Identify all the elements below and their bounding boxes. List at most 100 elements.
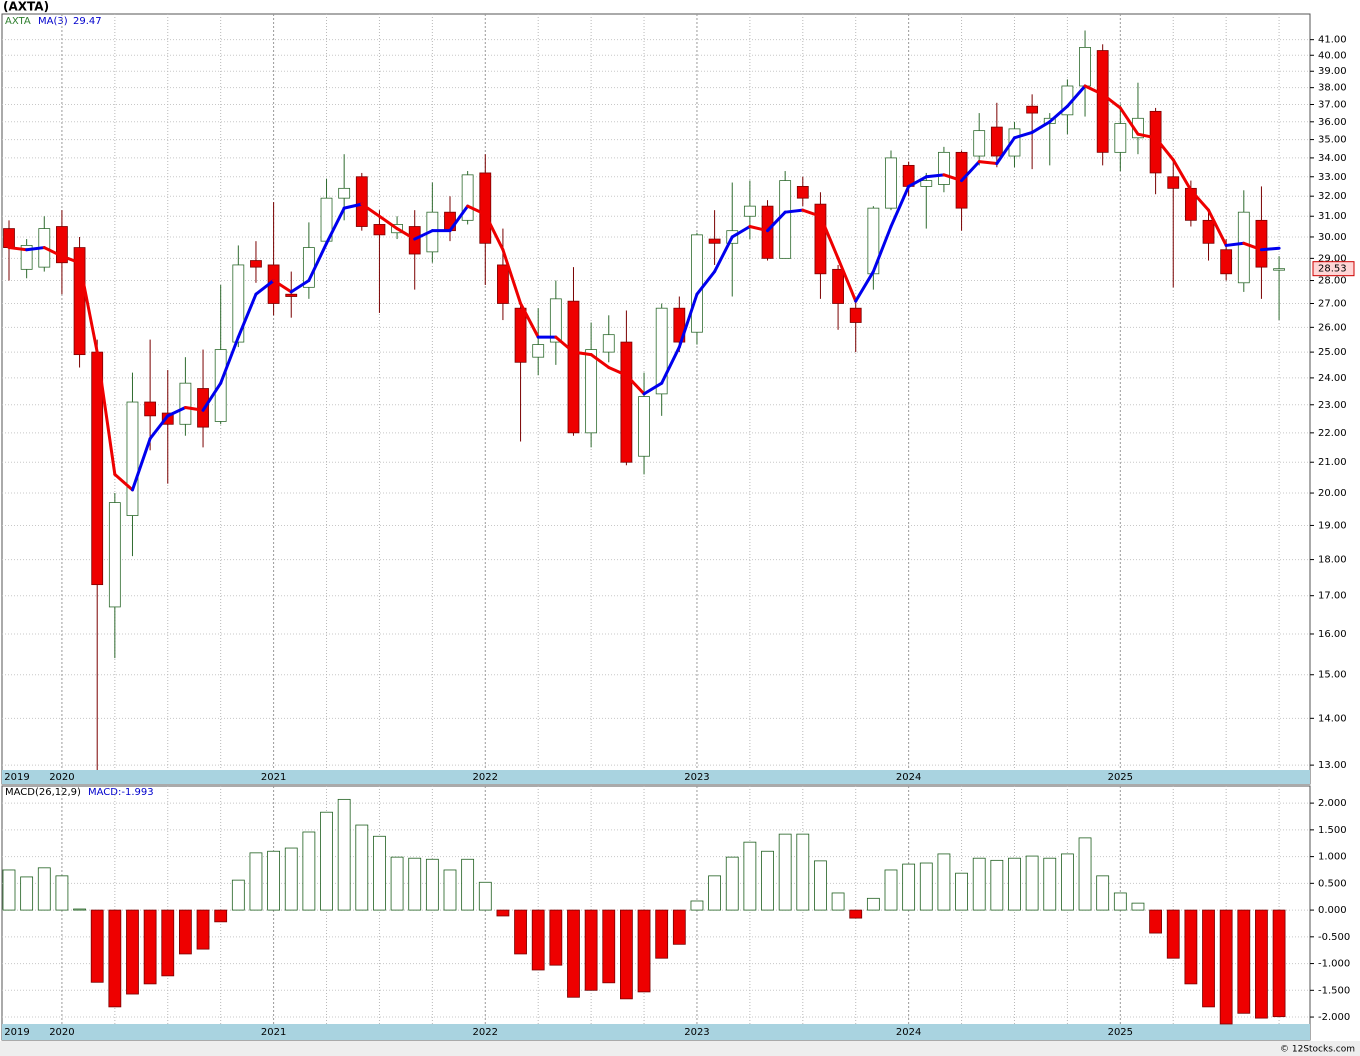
candle-body (990, 126, 1003, 157)
macd-bar (602, 909, 616, 984)
macd-bar (937, 853, 951, 911)
candle-body (373, 224, 386, 236)
candle-body (108, 502, 121, 608)
macd-bar (1025, 855, 1039, 911)
y-tick-label: 24.00 (1318, 373, 1347, 384)
ma-line-segment (1136, 132, 1158, 140)
ma-line-segment (78, 261, 99, 354)
candle-body (1273, 268, 1285, 271)
y-tick-label: 0.500 (1318, 878, 1347, 889)
x-tick-label: 2024 (896, 772, 921, 783)
date-band (2, 770, 1310, 784)
chart-title: (AXTA) (3, 0, 49, 14)
ma-line-segment (660, 345, 681, 385)
candle-body (761, 205, 774, 259)
macd-bar (655, 909, 669, 959)
ma-line-segment (60, 254, 82, 265)
candle-body (938, 151, 950, 185)
macd-bar (637, 909, 651, 993)
ma-line-segment (801, 208, 822, 218)
macd-bar (1219, 909, 1233, 1025)
candle-body (1255, 219, 1268, 268)
y-tick-label: 22.00 (1318, 428, 1347, 439)
y-tick-label: 32.00 (1318, 191, 1347, 202)
candle-body (514, 307, 527, 363)
ma-line-segment (1207, 208, 1228, 247)
candle-body (549, 298, 562, 343)
macd-bar (1202, 909, 1215, 1008)
ma-line-segment (25, 246, 46, 252)
ma-line-segment (1083, 84, 1105, 96)
candle-body (1237, 211, 1250, 284)
macd-bar (408, 857, 422, 911)
candle-body (1008, 128, 1021, 157)
candle-body (708, 238, 721, 244)
candle-body (620, 341, 633, 463)
ma-line-segment (219, 335, 240, 385)
y-tick-label: 14.00 (1318, 713, 1347, 724)
macd-bar (1008, 857, 1021, 911)
macd-bar (972, 857, 986, 911)
macd-bar (549, 909, 563, 966)
macd-bar (196, 909, 210, 950)
y-tick-label: -2.000 (1318, 1012, 1350, 1023)
ma-line-segment (995, 136, 1016, 165)
macd-bar (990, 859, 1004, 911)
x-tick-label: 2020 (49, 1027, 74, 1038)
macd-bar (1166, 909, 1180, 959)
macd-bar (231, 879, 245, 911)
ma-line-segment (1224, 241, 1246, 247)
candle-body (779, 180, 792, 259)
ma-line-segment (1012, 130, 1034, 140)
candle-body (602, 334, 615, 353)
ma-line-segment (1101, 92, 1122, 110)
macd-bar (796, 833, 810, 911)
macd-bar (355, 824, 369, 911)
ma-line-segment (413, 229, 434, 241)
ma-line-segment (783, 208, 805, 214)
ma-line-segment (183, 406, 205, 412)
candle-body (285, 293, 298, 297)
y-tick-label: 41.00 (1318, 35, 1347, 46)
macd-bar (1184, 909, 1198, 985)
x-tick-label: 2022 (473, 1027, 498, 1038)
y-tick-label: 0.000 (1318, 905, 1347, 916)
y-tick-label: 30.00 (1318, 232, 1347, 243)
ma-line-segment (624, 373, 646, 396)
macd-bar (1061, 853, 1074, 911)
macd-bar (1272, 909, 1286, 1018)
candle-body (232, 264, 245, 343)
ma-line-segment (677, 292, 699, 349)
x-tick-label: 2025 (1108, 772, 1133, 783)
y-tick-label: 15.00 (1318, 670, 1347, 681)
x-tick-label: 2023 (684, 772, 709, 783)
ma-line-segment (395, 227, 417, 241)
candle-body (179, 382, 192, 425)
ma-line-segment (95, 350, 117, 476)
x-tick-label: 2019 (4, 772, 29, 783)
candle-body (1149, 110, 1162, 174)
macd-bar (866, 897, 880, 911)
footer-band (0, 1041, 1360, 1056)
candle-body (126, 401, 139, 516)
candle-body (1202, 219, 1215, 244)
macd-bar (1113, 892, 1127, 911)
candle-body (497, 264, 509, 304)
ma-line-segment (1242, 241, 1263, 252)
ma-line-segment (519, 301, 540, 339)
last-price-label: 28.53 (1318, 264, 1347, 275)
macd-bar (461, 858, 475, 911)
macd-bar (831, 892, 845, 911)
macd-bar (531, 909, 545, 971)
candle-body (144, 401, 157, 417)
ma-line-segment (130, 437, 152, 492)
macd-bar (178, 909, 192, 955)
ma-line-segment (325, 206, 346, 245)
candle-body (920, 180, 933, 187)
ma-line-segment (854, 270, 875, 303)
x-tick-label: 2019 (4, 1027, 29, 1038)
ma-line-segment (7, 246, 29, 252)
y-tick-label: -1.500 (1318, 985, 1350, 996)
ma-line-segment (766, 210, 787, 233)
candle-body (1079, 47, 1091, 87)
